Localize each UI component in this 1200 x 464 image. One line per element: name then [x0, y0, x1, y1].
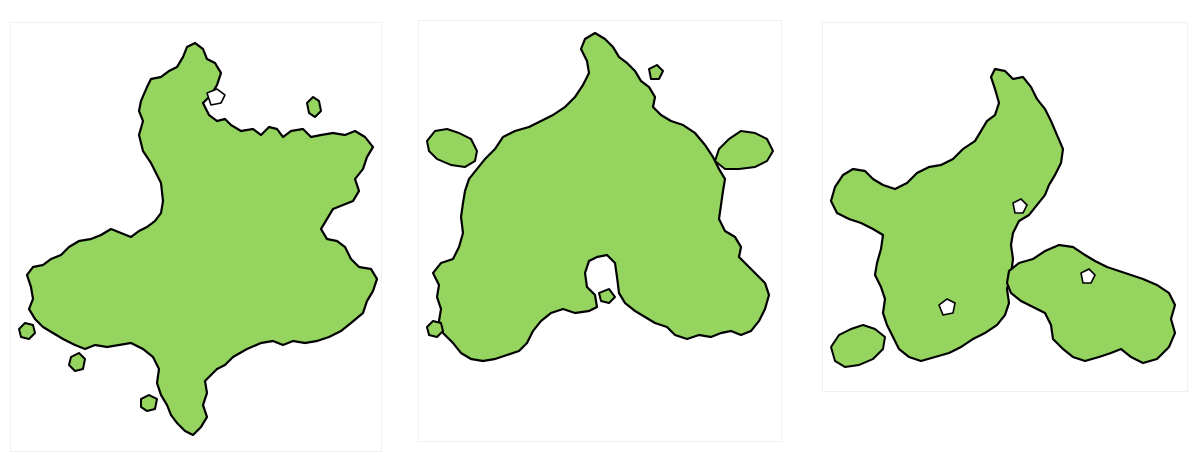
- fractal-hole-right-1: [1012, 198, 1028, 214]
- fractal-islet-left-1: [306, 96, 322, 118]
- fractal-panel-right: [822, 22, 1188, 392]
- fractal-islet-left-2: [18, 322, 36, 340]
- fractal-tile-right: [829, 67, 1177, 368]
- fractal-islet-middle-1: [426, 320, 444, 338]
- fractal-islet-middle-3: [598, 288, 616, 304]
- fractal-ear-middle-left: [426, 128, 478, 168]
- fractal-shape-middle: [431, 31, 771, 363]
- fractal-islet-left-4: [140, 394, 158, 412]
- fractal-islet-middle-2: [648, 64, 664, 80]
- fractal-tile-left: [18, 41, 379, 437]
- fractal-tile-middle: [426, 31, 774, 363]
- fractal-hole-right-3: [1080, 268, 1096, 284]
- fractal-shape-right: [829, 67, 1065, 363]
- fractal-ear-middle-right: [714, 130, 774, 170]
- fractal-shape-left: [25, 41, 379, 437]
- fractal-panel-left: [10, 22, 382, 452]
- fractal-islet-left-3: [68, 352, 86, 372]
- fractal-lobe-right-lower-left: [830, 324, 886, 368]
- fractal-hole-left: [206, 88, 226, 106]
- fractal-lobe-right: [1005, 243, 1177, 365]
- fractal-hole-right-2: [938, 298, 956, 316]
- fractal-panel-middle: [418, 20, 782, 442]
